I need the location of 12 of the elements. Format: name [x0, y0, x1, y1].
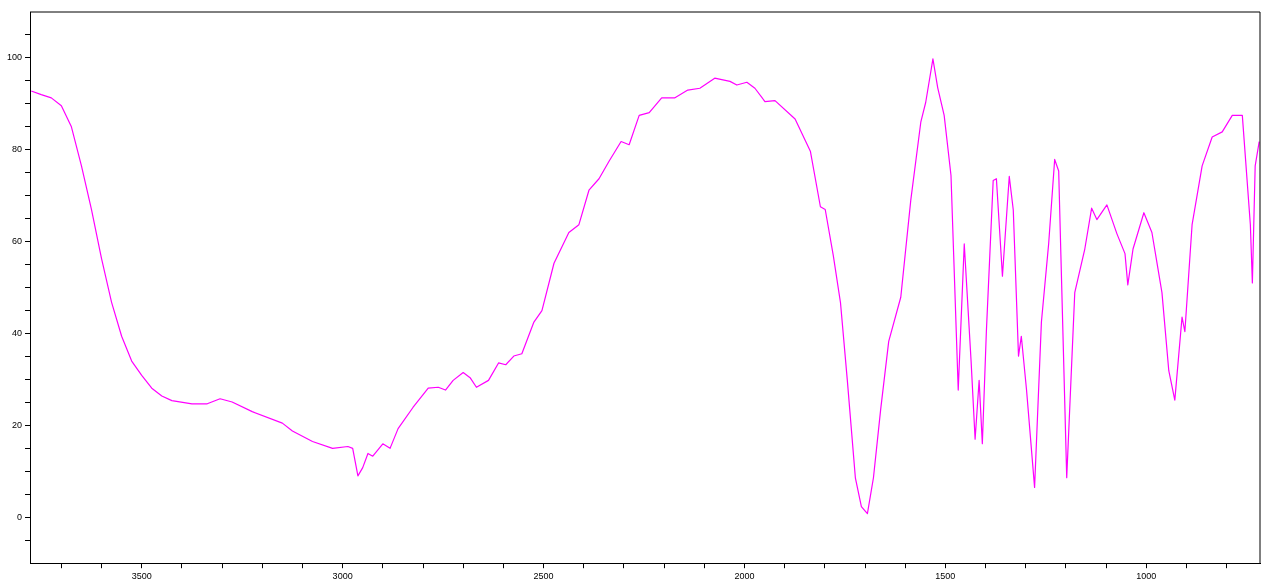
x-tick-label: 1500	[935, 571, 956, 582]
x-tick-label: 3500	[131, 571, 152, 582]
x-tick-label: 3000	[332, 571, 353, 582]
y-tick-label: 20	[12, 419, 23, 430]
y-tick-label: 100	[6, 52, 23, 63]
x-tick-label: 2000	[734, 571, 755, 582]
x-tick-label: 1000	[1136, 571, 1157, 582]
y-tick-label: 80	[12, 144, 23, 155]
y-tick-label: 60	[12, 236, 23, 247]
y-tick-label: 40	[12, 328, 23, 339]
y-tick-label: 0	[17, 511, 23, 522]
x-tick-label: 2500	[533, 571, 554, 582]
